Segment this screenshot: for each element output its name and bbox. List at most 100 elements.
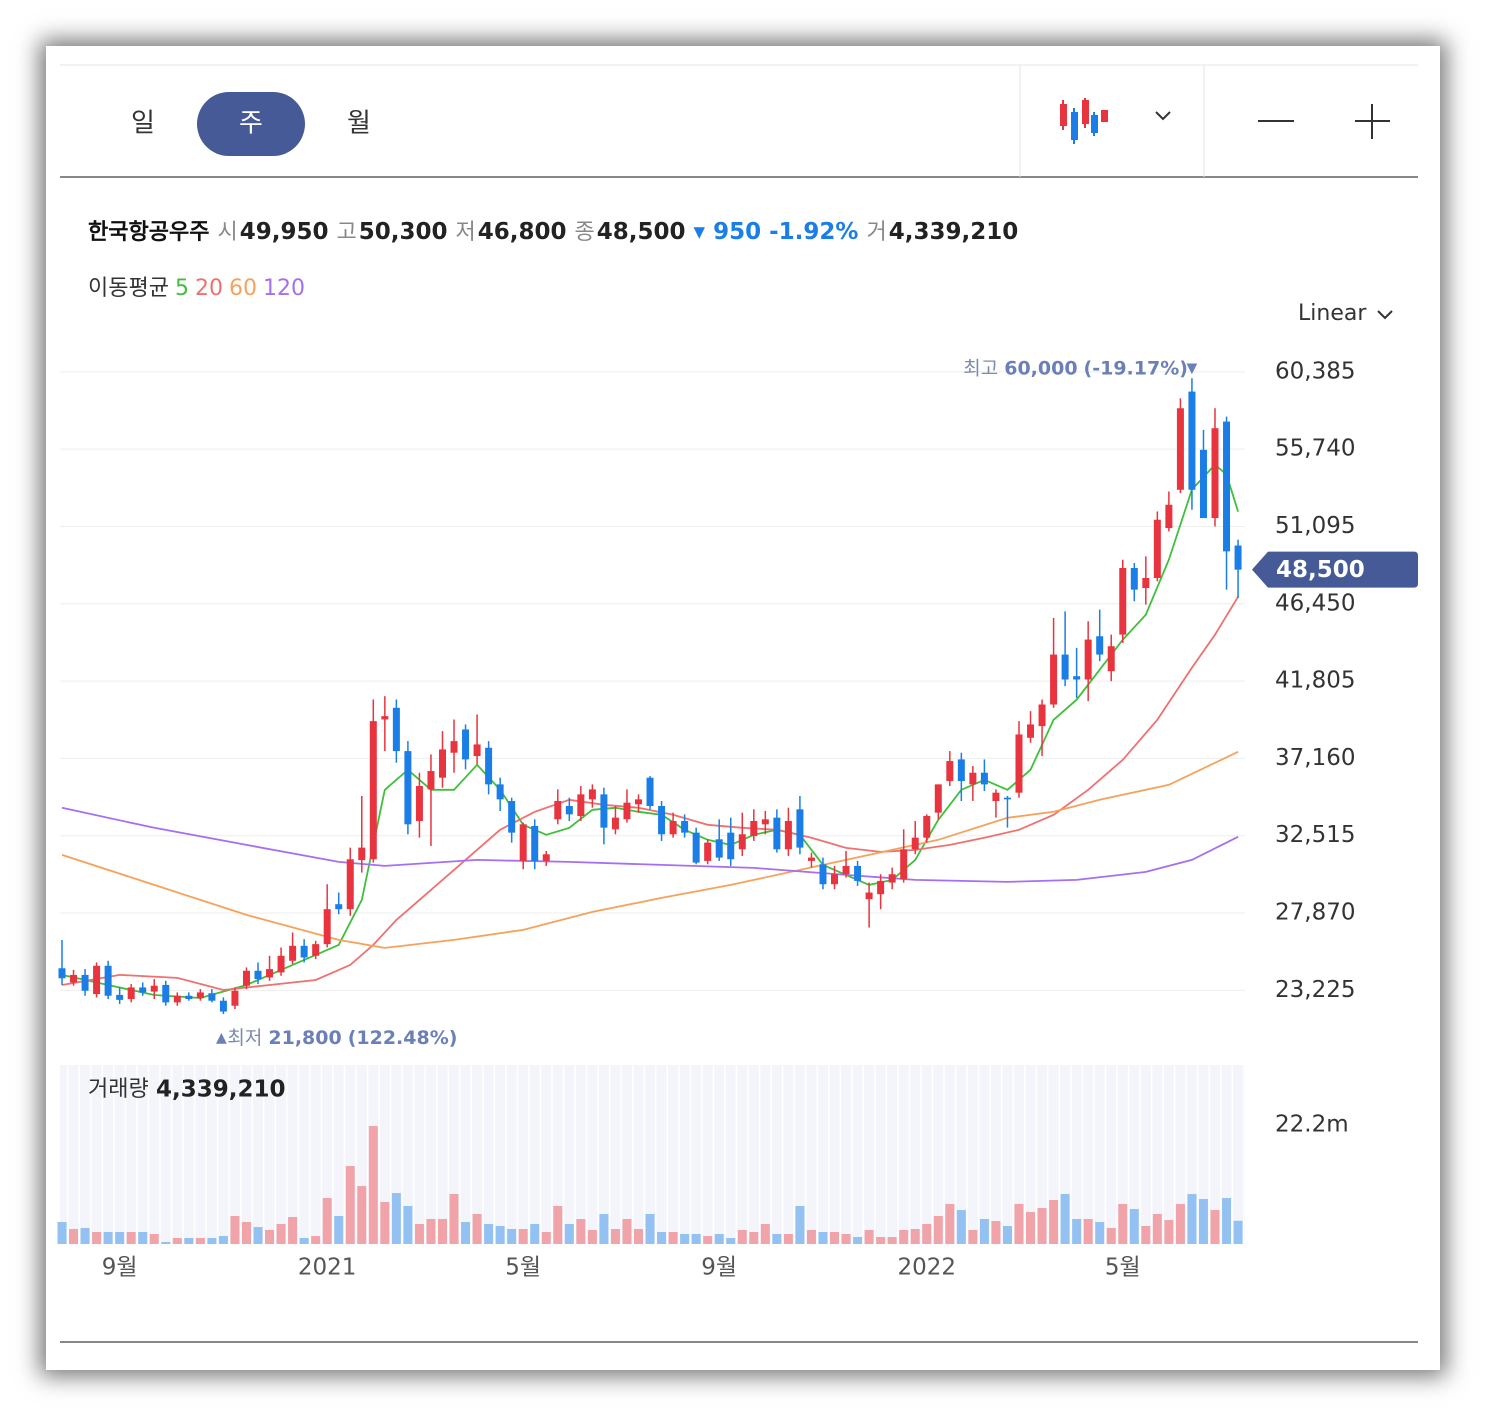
candle-body — [865, 892, 873, 900]
candle-body — [761, 819, 769, 825]
volume-bar — [576, 1219, 586, 1244]
volume-bar — [1037, 1208, 1047, 1244]
candle-body — [807, 857, 815, 861]
candle-body — [277, 955, 285, 973]
candle-body — [427, 771, 435, 790]
volume-bar — [1106, 1228, 1116, 1244]
zoom-in[interactable] — [1355, 104, 1390, 139]
volume-bar — [1026, 1212, 1036, 1244]
volume-bar — [1198, 1199, 1208, 1244]
candle-body — [1061, 654, 1069, 680]
volume-bar — [956, 1210, 966, 1244]
volume-bar — [195, 1238, 205, 1244]
candle-body — [750, 820, 758, 836]
candle-body — [1199, 449, 1207, 519]
candle-body — [773, 817, 781, 850]
candle-body — [1153, 519, 1161, 578]
candle-body — [957, 759, 965, 782]
scale-button[interactable]: Linear — [1298, 301, 1367, 326]
volume-bar — [426, 1219, 436, 1244]
candle-body — [1211, 428, 1219, 519]
candle-body — [704, 842, 712, 861]
candle-body — [1084, 639, 1092, 680]
candle-body — [992, 792, 1000, 802]
candle-body — [554, 801, 562, 820]
candle-body — [104, 965, 112, 996]
candle-body — [1027, 724, 1035, 738]
candle-body — [669, 820, 677, 835]
ma-line — [61, 463, 1239, 999]
x-tick-label: 9월 — [701, 1255, 737, 1281]
volume-bar — [218, 1236, 228, 1244]
volume-bar — [357, 1186, 367, 1244]
volume-bar — [288, 1217, 298, 1244]
high-annotation-part: 최고 — [963, 357, 998, 379]
y-tick-label: 41,805 — [1275, 668, 1355, 694]
ma-line — [61, 750, 1239, 949]
tab[interactable]: 월 — [347, 109, 371, 139]
volume-bar — [1118, 1204, 1128, 1244]
volume-bar — [680, 1234, 690, 1244]
dropdown-chevron[interactable] — [1155, 111, 1171, 121]
volume-bar — [495, 1226, 505, 1244]
tab[interactable]: 주 — [239, 109, 263, 139]
scale-chevron[interactable] — [1377, 310, 1393, 320]
candle-body — [1096, 636, 1104, 655]
volume-bar — [92, 1232, 102, 1244]
volume-bar — [853, 1237, 863, 1244]
volume-bar — [1152, 1214, 1162, 1244]
ma-line — [61, 806, 1239, 883]
volume-bar — [253, 1227, 263, 1244]
high-arrow: ▼ — [1187, 360, 1198, 376]
candle-body — [738, 834, 746, 850]
tab[interactable]: 일 — [131, 109, 155, 139]
candle-body — [980, 772, 988, 785]
volume-bar — [1164, 1220, 1174, 1244]
volume-bar — [1210, 1210, 1220, 1244]
candle-body — [81, 974, 89, 991]
volume-bar — [276, 1224, 286, 1244]
candle-body — [496, 784, 504, 800]
volume-bar — [1060, 1194, 1070, 1244]
candle-body — [1176, 408, 1184, 490]
volume-bar — [103, 1232, 113, 1244]
volume-bar — [1083, 1219, 1093, 1244]
candle-body — [900, 849, 908, 880]
volume-bar — [484, 1224, 494, 1244]
candle-body — [127, 987, 135, 1000]
candle-body — [542, 854, 550, 861]
y-tick-label: 46,450 — [1275, 590, 1355, 616]
candle-body — [485, 747, 493, 785]
field-label: 시 — [217, 220, 238, 245]
candle-body — [242, 970, 250, 986]
field-value: 48,500 — [596, 219, 686, 245]
field-value: 49,950 — [239, 219, 329, 245]
candle-body — [600, 794, 608, 828]
low-annotation: 최저 21,800 (122.48%) — [227, 1027, 457, 1049]
candle-body — [646, 777, 654, 807]
candle-body — [312, 944, 320, 956]
volume-bar — [610, 1229, 620, 1244]
volume-bar — [564, 1224, 574, 1244]
volume-bar — [1233, 1220, 1243, 1244]
candle-body — [565, 806, 573, 815]
candle-body — [796, 809, 804, 848]
volume-bar — [461, 1222, 471, 1244]
candle-body — [196, 992, 204, 999]
candle-body — [369, 721, 377, 860]
candle-body — [923, 815, 931, 838]
candle-body — [473, 744, 481, 757]
candle-body — [1188, 391, 1196, 490]
price-tag-label: 48,500 — [1276, 557, 1365, 583]
volume-bar — [691, 1234, 701, 1244]
volume-bar — [69, 1229, 79, 1244]
ma-legend: 이동평균 5 20 60 120 — [88, 270, 305, 302]
volume-bar — [472, 1214, 482, 1244]
chart-type-icon[interactable] — [1060, 98, 1108, 144]
candle-body — [934, 784, 942, 813]
tab-selected-bg — [197, 92, 305, 156]
candle-body — [392, 707, 400, 752]
ma-legend-item: 20 — [194, 276, 223, 301]
candle-body — [323, 909, 331, 945]
